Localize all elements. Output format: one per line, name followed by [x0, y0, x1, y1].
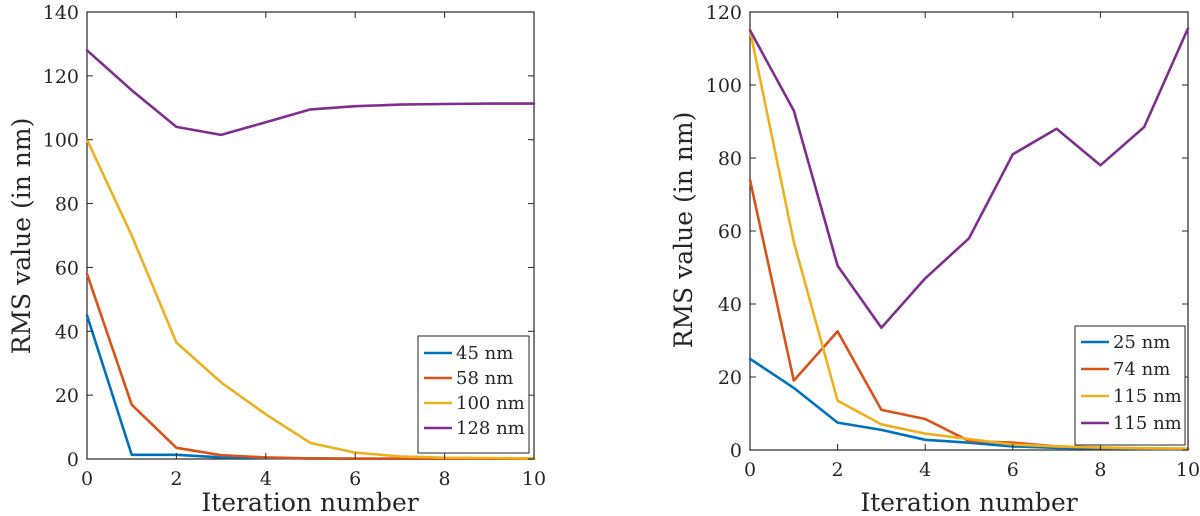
chart-right-legend-label: 74 nm: [1113, 359, 1170, 380]
chart-left-xtick-label: 4: [260, 468, 272, 490]
chart-left-legend-label: 45 nm: [456, 343, 513, 364]
chart-right-ytick-label: 0: [730, 440, 742, 462]
chart-left-ytick-label: 60: [55, 257, 79, 279]
chart-left-ytick-label: 120: [43, 66, 79, 88]
chart-right-ytick-label: 20: [718, 367, 742, 389]
chart-right-series-2: [748, 28, 1190, 450]
chart-right-legend-label: 115 nm: [1113, 413, 1182, 434]
chart-left-series-2: [85, 138, 536, 460]
chart-left-xtick-label: 2: [170, 468, 182, 490]
chart-left-ytick-label: 40: [55, 321, 79, 343]
chart-right-ylabel: RMS value (in nm): [669, 112, 698, 349]
chart-right-series-3: [748, 27, 1190, 330]
chart-right-legend-label: 25 nm: [1113, 332, 1170, 353]
chart-left-series: [85, 48, 536, 461]
chart-right-legend-box: [1074, 325, 1186, 446]
chart-left-xtick-label: 0: [81, 468, 93, 490]
chart-left-legend: 45 nm 58 nm 100 nm 128 nm: [417, 335, 530, 454]
chart-left-legend-label: 100 nm: [456, 393, 525, 414]
chart-left-ytick-label: 20: [55, 385, 79, 407]
chart-left-legend-box: [417, 335, 530, 454]
chart-left-legend-label: 128 nm: [456, 418, 525, 439]
chart-right-legend-label: 115 nm: [1113, 386, 1182, 407]
chart-right-xtick-label: 4: [919, 459, 931, 481]
chart-right-ytick-label: 60: [718, 221, 742, 243]
chart-right-ytick-label: 100: [706, 75, 742, 97]
chart-right-series: [748, 27, 1190, 451]
chart-right-ytick-label: 120: [706, 2, 742, 24]
chart-right-ytick-label: 40: [718, 294, 742, 316]
chart-right-xtick-label: 0: [744, 459, 756, 481]
chart-left-ytick-label: 140: [43, 2, 79, 24]
chart-left-legend-label: 58 nm: [456, 368, 513, 389]
chart-right-xlabel: Iteration number: [860, 488, 1077, 516]
chart-left-ylabel: RMS value (in nm): [7, 118, 36, 355]
chart-right-xtick-label: 10: [1176, 459, 1200, 481]
chart-right-xtick-label: 8: [1094, 459, 1106, 481]
chart-left-xtick-label: 6: [349, 468, 361, 490]
chart-left-ytick-label: 80: [55, 194, 79, 216]
chart-left-xtick-label: 10: [522, 468, 546, 490]
chart-left-xtick-label: 8: [439, 468, 451, 490]
chart-left-series-3: [85, 48, 536, 137]
chart-left-xlabel: Iteration number: [201, 488, 418, 516]
chart-right-xtick-label: 2: [832, 459, 844, 481]
chart-left-ytick-label: 100: [43, 130, 79, 152]
chart-left-ytick-label: 0: [67, 449, 79, 471]
chart-right-legend: 25 nm 74 nm 115 nm 115 nm: [1074, 325, 1186, 446]
chart-right-xtick-label: 6: [1007, 459, 1019, 481]
chart-right-ytick-label: 80: [718, 148, 742, 170]
